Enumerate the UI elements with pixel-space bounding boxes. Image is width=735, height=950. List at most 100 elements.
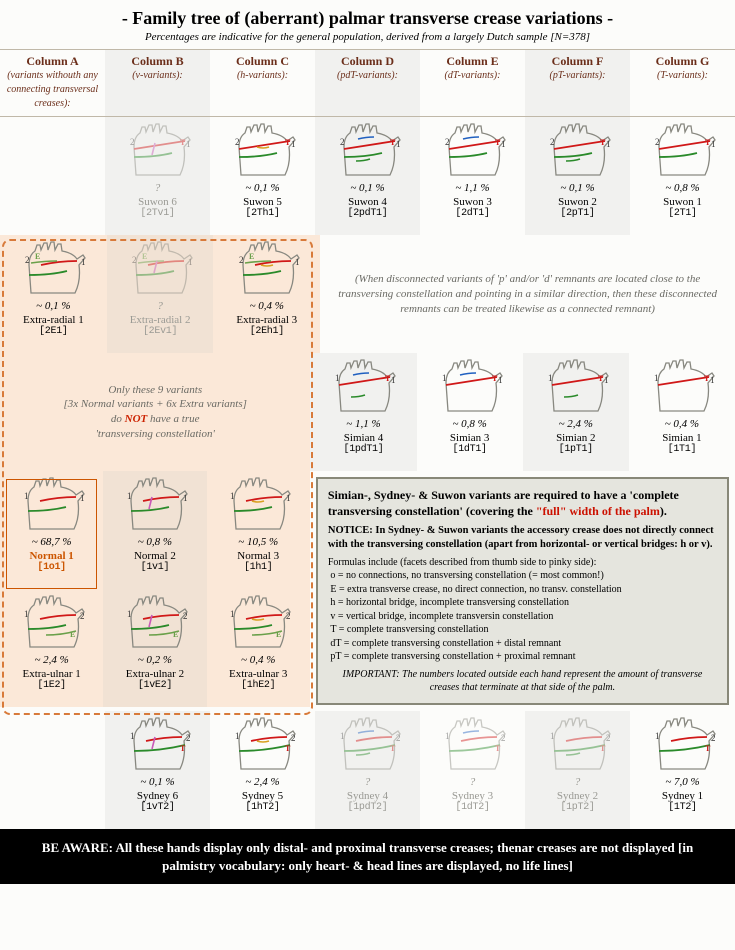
variant-code: [1vT2] bbox=[140, 802, 174, 813]
svg-text:1: 1 bbox=[655, 731, 660, 741]
variant-percentage: ~ 0,4 % bbox=[241, 654, 275, 666]
variant-percentage: ~ 2,4 % bbox=[34, 654, 68, 666]
variant-code: [1T2] bbox=[668, 802, 697, 813]
variant-percentage: ~ 0,4 % bbox=[250, 300, 284, 312]
svg-text:1: 1 bbox=[230, 491, 235, 501]
variant-code: [1dT1] bbox=[453, 444, 487, 455]
svg-text:2: 2 bbox=[130, 137, 135, 147]
page-subtitle: Percentages are indicative for the gener… bbox=[0, 31, 735, 50]
variant-name: Suwon 1 bbox=[663, 196, 702, 208]
variant-name: Sydney 1 bbox=[662, 790, 703, 802]
variant-percentage: ~ 0,8 % bbox=[452, 418, 486, 430]
variant-code: [2T1] bbox=[668, 208, 697, 219]
page-title: - Family tree of (aberrant) palmar trans… bbox=[0, 0, 735, 31]
svg-text:2: 2 bbox=[340, 137, 345, 147]
variant-cell: T 2 1 ~ 0,1 %Suwon 2[2pT1] bbox=[525, 117, 630, 235]
variant-percentage: ? bbox=[470, 776, 476, 788]
variant-code: [1vE2] bbox=[138, 680, 172, 691]
variant-percentage: ~ 0,2 % bbox=[138, 654, 172, 666]
svg-text:1: 1 bbox=[127, 491, 132, 501]
grid: T 2 1 ?Suwon 6[2Tv1] T 2 1 ~ 0,1 %Suwon … bbox=[0, 117, 735, 829]
variant-name: Extra-ulnar 3 bbox=[229, 668, 287, 680]
variant-name: Suwon 3 bbox=[453, 196, 492, 208]
svg-text:1: 1 bbox=[24, 609, 29, 619]
variant-cell: T 1 2 ~ 7,0 %Sydney 1[1T2] bbox=[630, 711, 735, 829]
variant-code: [1pdT1] bbox=[344, 444, 384, 455]
variant-cell: T 1 2 ?Sydney 4[1pdT2] bbox=[315, 711, 420, 829]
variant-name: Suwon 5 bbox=[243, 196, 282, 208]
variant-percentage: ~ 0,8 % bbox=[665, 182, 699, 194]
variant-name: Extra-radial 3 bbox=[236, 314, 297, 326]
variant-cell bbox=[0, 711, 105, 829]
variant-percentage: ~ 0,1 % bbox=[560, 182, 594, 194]
variant-code: [1T1] bbox=[668, 444, 697, 455]
variant-percentage: ? bbox=[155, 182, 161, 194]
variant-code: [2Eh1] bbox=[250, 326, 284, 337]
column-header: Column E(dT-variants): bbox=[420, 50, 525, 116]
svg-text:T: T bbox=[390, 744, 396, 753]
variant-percentage: ~ 1,1 % bbox=[455, 182, 489, 194]
column-header: Column A(variants withouth any connectin… bbox=[0, 50, 105, 116]
svg-text:2: 2 bbox=[235, 137, 240, 147]
variant-code: [2pT1] bbox=[560, 208, 594, 219]
variant-code: [1hT2] bbox=[245, 802, 279, 813]
variant-percentage: ~ 0,1 % bbox=[350, 182, 384, 194]
variant-code: [1v1] bbox=[141, 562, 170, 573]
variant-cell: E 2 1 ~ 0,1 %Extra-radial 1[2E1] bbox=[0, 235, 107, 353]
variant-name: Sydney 4 bbox=[347, 790, 388, 802]
variant-cell: T 2 1 ~ 0,8 %Suwon 1[2T1] bbox=[630, 117, 735, 235]
variant-cell: 1 1 ~ 68,7 %Normal 1[1o1] bbox=[0, 471, 103, 589]
variant-percentage: ~ 0,8 % bbox=[138, 536, 172, 548]
variant-cell: E 1 2 ~ 0,4 %Extra-ulnar 3[1hE2] bbox=[207, 589, 310, 707]
svg-text:1: 1 bbox=[80, 493, 85, 503]
variant-name: Extra-ulnar 2 bbox=[126, 668, 184, 680]
svg-text:1: 1 bbox=[183, 493, 188, 503]
variant-name: Extra-ulnar 1 bbox=[22, 668, 80, 680]
svg-text:T: T bbox=[285, 744, 291, 753]
svg-text:E: E bbox=[70, 630, 75, 639]
variant-name: Extra-radial 1 bbox=[23, 314, 84, 326]
variant-code: [1o1] bbox=[37, 562, 66, 573]
column-header: Column G(T-variants): bbox=[630, 50, 735, 116]
variant-name: Sydney 2 bbox=[557, 790, 598, 802]
svg-text:1: 1 bbox=[548, 373, 553, 383]
svg-text:2: 2 bbox=[711, 733, 716, 743]
column-header: Column F(pT-variants): bbox=[525, 50, 630, 116]
variant-cell bbox=[0, 117, 105, 235]
svg-text:2: 2 bbox=[396, 733, 401, 743]
variant-percentage: ~ 0,1 % bbox=[245, 182, 279, 194]
svg-text:1: 1 bbox=[81, 257, 86, 267]
svg-text:1: 1 bbox=[295, 257, 300, 267]
variant-code: [2pdT1] bbox=[348, 208, 388, 219]
column-header: Column D(pdT-variants): bbox=[315, 50, 420, 116]
variant-name: Normal 1 bbox=[29, 550, 73, 562]
variant-cell: T 2 1 ?Suwon 6[2Tv1] bbox=[105, 117, 210, 235]
variant-percentage: ~ 10,5 % bbox=[238, 536, 278, 548]
variant-cell: E 2 1 ?Extra-radial 2[2Ev1] bbox=[107, 235, 214, 353]
svg-text:2: 2 bbox=[186, 733, 191, 743]
variant-name: Sydney 5 bbox=[242, 790, 283, 802]
variant-cell: 1 1 ~ 0,8 %Normal 2[1v1] bbox=[103, 471, 206, 589]
svg-text:E: E bbox=[249, 252, 254, 261]
variant-code: [2E1] bbox=[39, 326, 68, 337]
svg-text:2: 2 bbox=[286, 611, 291, 621]
svg-text:E: E bbox=[173, 630, 178, 639]
svg-text:2: 2 bbox=[291, 733, 296, 743]
variant-name: Suwon 6 bbox=[138, 196, 177, 208]
svg-text:2: 2 bbox=[25, 255, 30, 265]
variant-name: Suwon 4 bbox=[348, 196, 387, 208]
variant-name: Simian 4 bbox=[344, 432, 383, 444]
variant-percentage: ? bbox=[575, 776, 581, 788]
svg-text:2: 2 bbox=[239, 255, 244, 265]
svg-text:1: 1 bbox=[606, 139, 611, 149]
variant-cell: T 1 1 ~ 0,4 %Simian 1[1T1] bbox=[629, 353, 735, 471]
variant-code: [1pT1] bbox=[559, 444, 593, 455]
svg-text:1: 1 bbox=[235, 731, 240, 741]
variant-name: Simian 1 bbox=[662, 432, 701, 444]
svg-text:2: 2 bbox=[501, 733, 506, 743]
svg-text:E: E bbox=[142, 252, 147, 261]
svg-text:1: 1 bbox=[396, 139, 401, 149]
column-header: Column C(h-variants): bbox=[210, 50, 315, 116]
variant-name: Simian 2 bbox=[556, 432, 595, 444]
variant-percentage: ~ 0,1 % bbox=[36, 300, 70, 312]
